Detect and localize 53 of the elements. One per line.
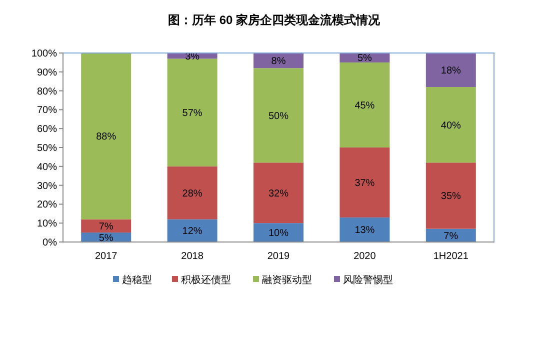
data-label: 35% (440, 191, 462, 202)
bar (167, 219, 218, 242)
data-label: 50% (268, 110, 289, 122)
x-tick-label: 1H2021 (433, 251, 469, 262)
y-tick-label: 0% (42, 238, 58, 248)
data-label: 12% (182, 226, 202, 238)
legend-label: 融资驱动型 (262, 274, 312, 286)
y-tick-label: 80% (36, 86, 58, 98)
y-tick-label: 60% (36, 124, 58, 136)
x-tick-label: 2017 (94, 251, 118, 262)
bar (426, 87, 476, 163)
data-label: 18% (440, 66, 462, 77)
bar (167, 166, 218, 220)
bar (254, 162, 304, 224)
x-tick-label: 2018 (181, 251, 204, 262)
data-label: 13% (354, 225, 375, 236)
bar (167, 58, 218, 166)
data-label: 45% (354, 100, 375, 112)
data-label: 8% (271, 56, 286, 68)
bar (254, 223, 304, 242)
legend-label: 趋稳型 (122, 274, 152, 286)
bar (340, 148, 390, 218)
bar (254, 68, 304, 163)
chart-title: 图：历年 60 家房企四类现金流模式情况 (168, 13, 382, 27)
x-tick-label: 2020 (354, 251, 376, 262)
y-tick-label: 30% (36, 180, 58, 192)
data-label: 57% (182, 108, 202, 120)
data-label: 10% (268, 228, 289, 240)
data-label: 7% (444, 230, 458, 242)
legend-label: 积极还债型 (181, 274, 231, 286)
data-label: 5% (357, 53, 372, 64)
bar (426, 53, 476, 88)
y-tick-label: 20% (36, 200, 58, 211)
y-tick-label: 100% (31, 48, 58, 60)
data-label: 7% (98, 221, 114, 232)
y-tick-label: 50% (36, 143, 58, 154)
legend-label: 风险警惕型 (343, 274, 393, 286)
data-label: 37% (354, 178, 375, 189)
x-tick-label: 2019 (267, 251, 290, 262)
y-tick-label: 10% (36, 218, 58, 230)
y-tick-label: 40% (36, 162, 58, 173)
bar (81, 53, 132, 220)
bar (340, 217, 390, 242)
data-label: 32% (268, 188, 289, 200)
data-label: 28% (182, 188, 202, 200)
bar (81, 219, 132, 233)
y-tick-label: 70% (36, 105, 58, 116)
data-label: 88% (96, 132, 116, 143)
y-tick-label: 90% (36, 67, 58, 78)
bar (340, 62, 390, 148)
data-label: 5% (98, 232, 114, 244)
data-label: 40% (440, 120, 462, 132)
bar (426, 162, 476, 229)
